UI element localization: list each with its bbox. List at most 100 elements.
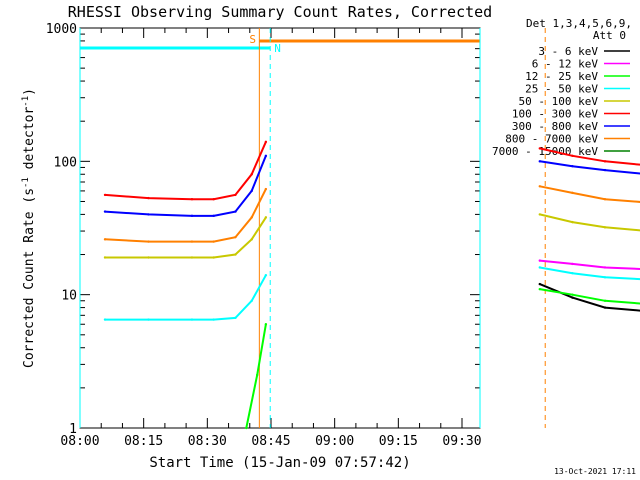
data-point bbox=[103, 193, 107, 197]
data-point bbox=[603, 197, 607, 201]
data-point bbox=[264, 273, 268, 277]
data-point bbox=[538, 185, 541, 188]
night-label: N bbox=[274, 42, 281, 55]
data-point bbox=[571, 164, 574, 168]
chart-title: RHESSI Observing Summary Count Rates, Co… bbox=[68, 3, 492, 21]
data-point bbox=[571, 296, 574, 299]
saa-label: S bbox=[249, 33, 256, 46]
data-point bbox=[250, 189, 253, 193]
legend-entry-label: 12 - 25 keV bbox=[525, 70, 598, 83]
data-point bbox=[147, 318, 150, 321]
data-point bbox=[264, 140, 268, 144]
data-point bbox=[538, 266, 541, 269]
data-series bbox=[103, 140, 640, 430]
y-tick-label: 1000 bbox=[46, 22, 77, 37]
data-point bbox=[103, 256, 107, 259]
data-point bbox=[190, 214, 194, 218]
data-point bbox=[571, 154, 574, 158]
x-tick-label: 09:00 bbox=[315, 434, 354, 449]
data-point bbox=[190, 240, 194, 243]
data-point bbox=[538, 287, 541, 291]
data-point bbox=[212, 240, 215, 243]
data-point bbox=[147, 196, 150, 200]
x-tick-label: 09:15 bbox=[379, 434, 418, 449]
y-tick-label: 10 bbox=[61, 289, 77, 304]
data-point bbox=[212, 214, 215, 218]
data-point bbox=[147, 213, 150, 216]
data-point bbox=[603, 276, 607, 279]
x-axis-label: Start Time (15-Jan-09 07:57:42) bbox=[149, 455, 410, 471]
data-point bbox=[212, 256, 215, 259]
series-line bbox=[105, 216, 267, 259]
data-point bbox=[250, 173, 253, 176]
y-axis-label-sup: -1 bbox=[21, 177, 31, 188]
y-axis-label-unit: detector bbox=[22, 107, 37, 178]
data-point bbox=[255, 373, 259, 377]
data-point bbox=[571, 293, 574, 296]
data-point bbox=[250, 216, 253, 219]
data-point bbox=[147, 256, 150, 259]
plot-frame bbox=[79, 27, 481, 429]
data-point bbox=[190, 318, 194, 321]
legend-entry-label: 6 - 12 keV bbox=[532, 58, 599, 71]
series-line bbox=[539, 185, 640, 203]
data-point bbox=[212, 197, 215, 201]
footer-date: 13-Oct-2021 17:11 bbox=[554, 467, 636, 476]
data-point bbox=[603, 299, 607, 302]
data-point bbox=[234, 235, 237, 239]
legend-header-attenuator: Att 0 bbox=[593, 29, 626, 42]
x-tick-label: 08:30 bbox=[188, 434, 227, 449]
series-line bbox=[539, 147, 640, 166]
data-point bbox=[234, 193, 237, 197]
data-point bbox=[250, 299, 253, 302]
data-point bbox=[245, 426, 248, 430]
data-point bbox=[603, 306, 607, 309]
data-point bbox=[538, 147, 541, 150]
legend-header-detectors: Det 1,3,4,5,6,9, bbox=[526, 17, 632, 30]
data-point bbox=[264, 323, 268, 326]
series-line bbox=[104, 141, 267, 201]
legend-entry-label: 25 - 50 keV bbox=[525, 83, 598, 96]
data-point bbox=[603, 168, 607, 172]
data-point bbox=[250, 238, 253, 241]
plot-area: 1 10 100 1000 08:00 08:15 08:30 08:45 09:00 09:15… bbox=[46, 22, 482, 449]
y-axis-label-close: ) bbox=[22, 88, 37, 96]
data-point bbox=[264, 187, 268, 191]
data-point bbox=[538, 160, 541, 163]
legend-entry-label: 800 - 7000 keV bbox=[505, 133, 598, 146]
data-point bbox=[571, 271, 574, 275]
data-point bbox=[234, 253, 237, 256]
data-point bbox=[538, 282, 541, 286]
y-tick-label: 100 bbox=[54, 155, 77, 170]
series-line bbox=[539, 266, 640, 281]
x-tick-label: 08:45 bbox=[251, 434, 290, 449]
data-point bbox=[538, 259, 541, 262]
y-axis-label: Corrected Count Rate (s-1 detector-1) bbox=[21, 88, 37, 368]
data-point bbox=[571, 262, 574, 266]
data-point bbox=[571, 220, 574, 224]
series-line bbox=[245, 324, 267, 429]
y-tick-label: 1 bbox=[69, 422, 77, 437]
series-line bbox=[539, 259, 640, 270]
y-axis-label-sup: -1 bbox=[21, 96, 31, 107]
status-bands: SN bbox=[79, 28, 546, 428]
series-line bbox=[105, 274, 267, 321]
series-line bbox=[539, 160, 640, 175]
y-axis-label-text: Corrected Count Rate (s bbox=[22, 188, 37, 368]
data-point bbox=[264, 216, 268, 219]
data-point bbox=[603, 266, 607, 269]
legend-entry-label: 300 - 800 keV bbox=[512, 120, 598, 133]
series-line bbox=[539, 283, 640, 312]
data-point bbox=[103, 210, 107, 213]
data-point bbox=[571, 191, 574, 195]
x-tick-label: 08:00 bbox=[60, 434, 99, 449]
data-point bbox=[264, 154, 268, 158]
data-point bbox=[234, 210, 237, 213]
data-point bbox=[603, 226, 607, 229]
data-point bbox=[190, 197, 194, 201]
legend-entry-label: 50 - 100 keV bbox=[519, 95, 599, 108]
data-point bbox=[190, 256, 194, 259]
data-point bbox=[103, 238, 107, 241]
